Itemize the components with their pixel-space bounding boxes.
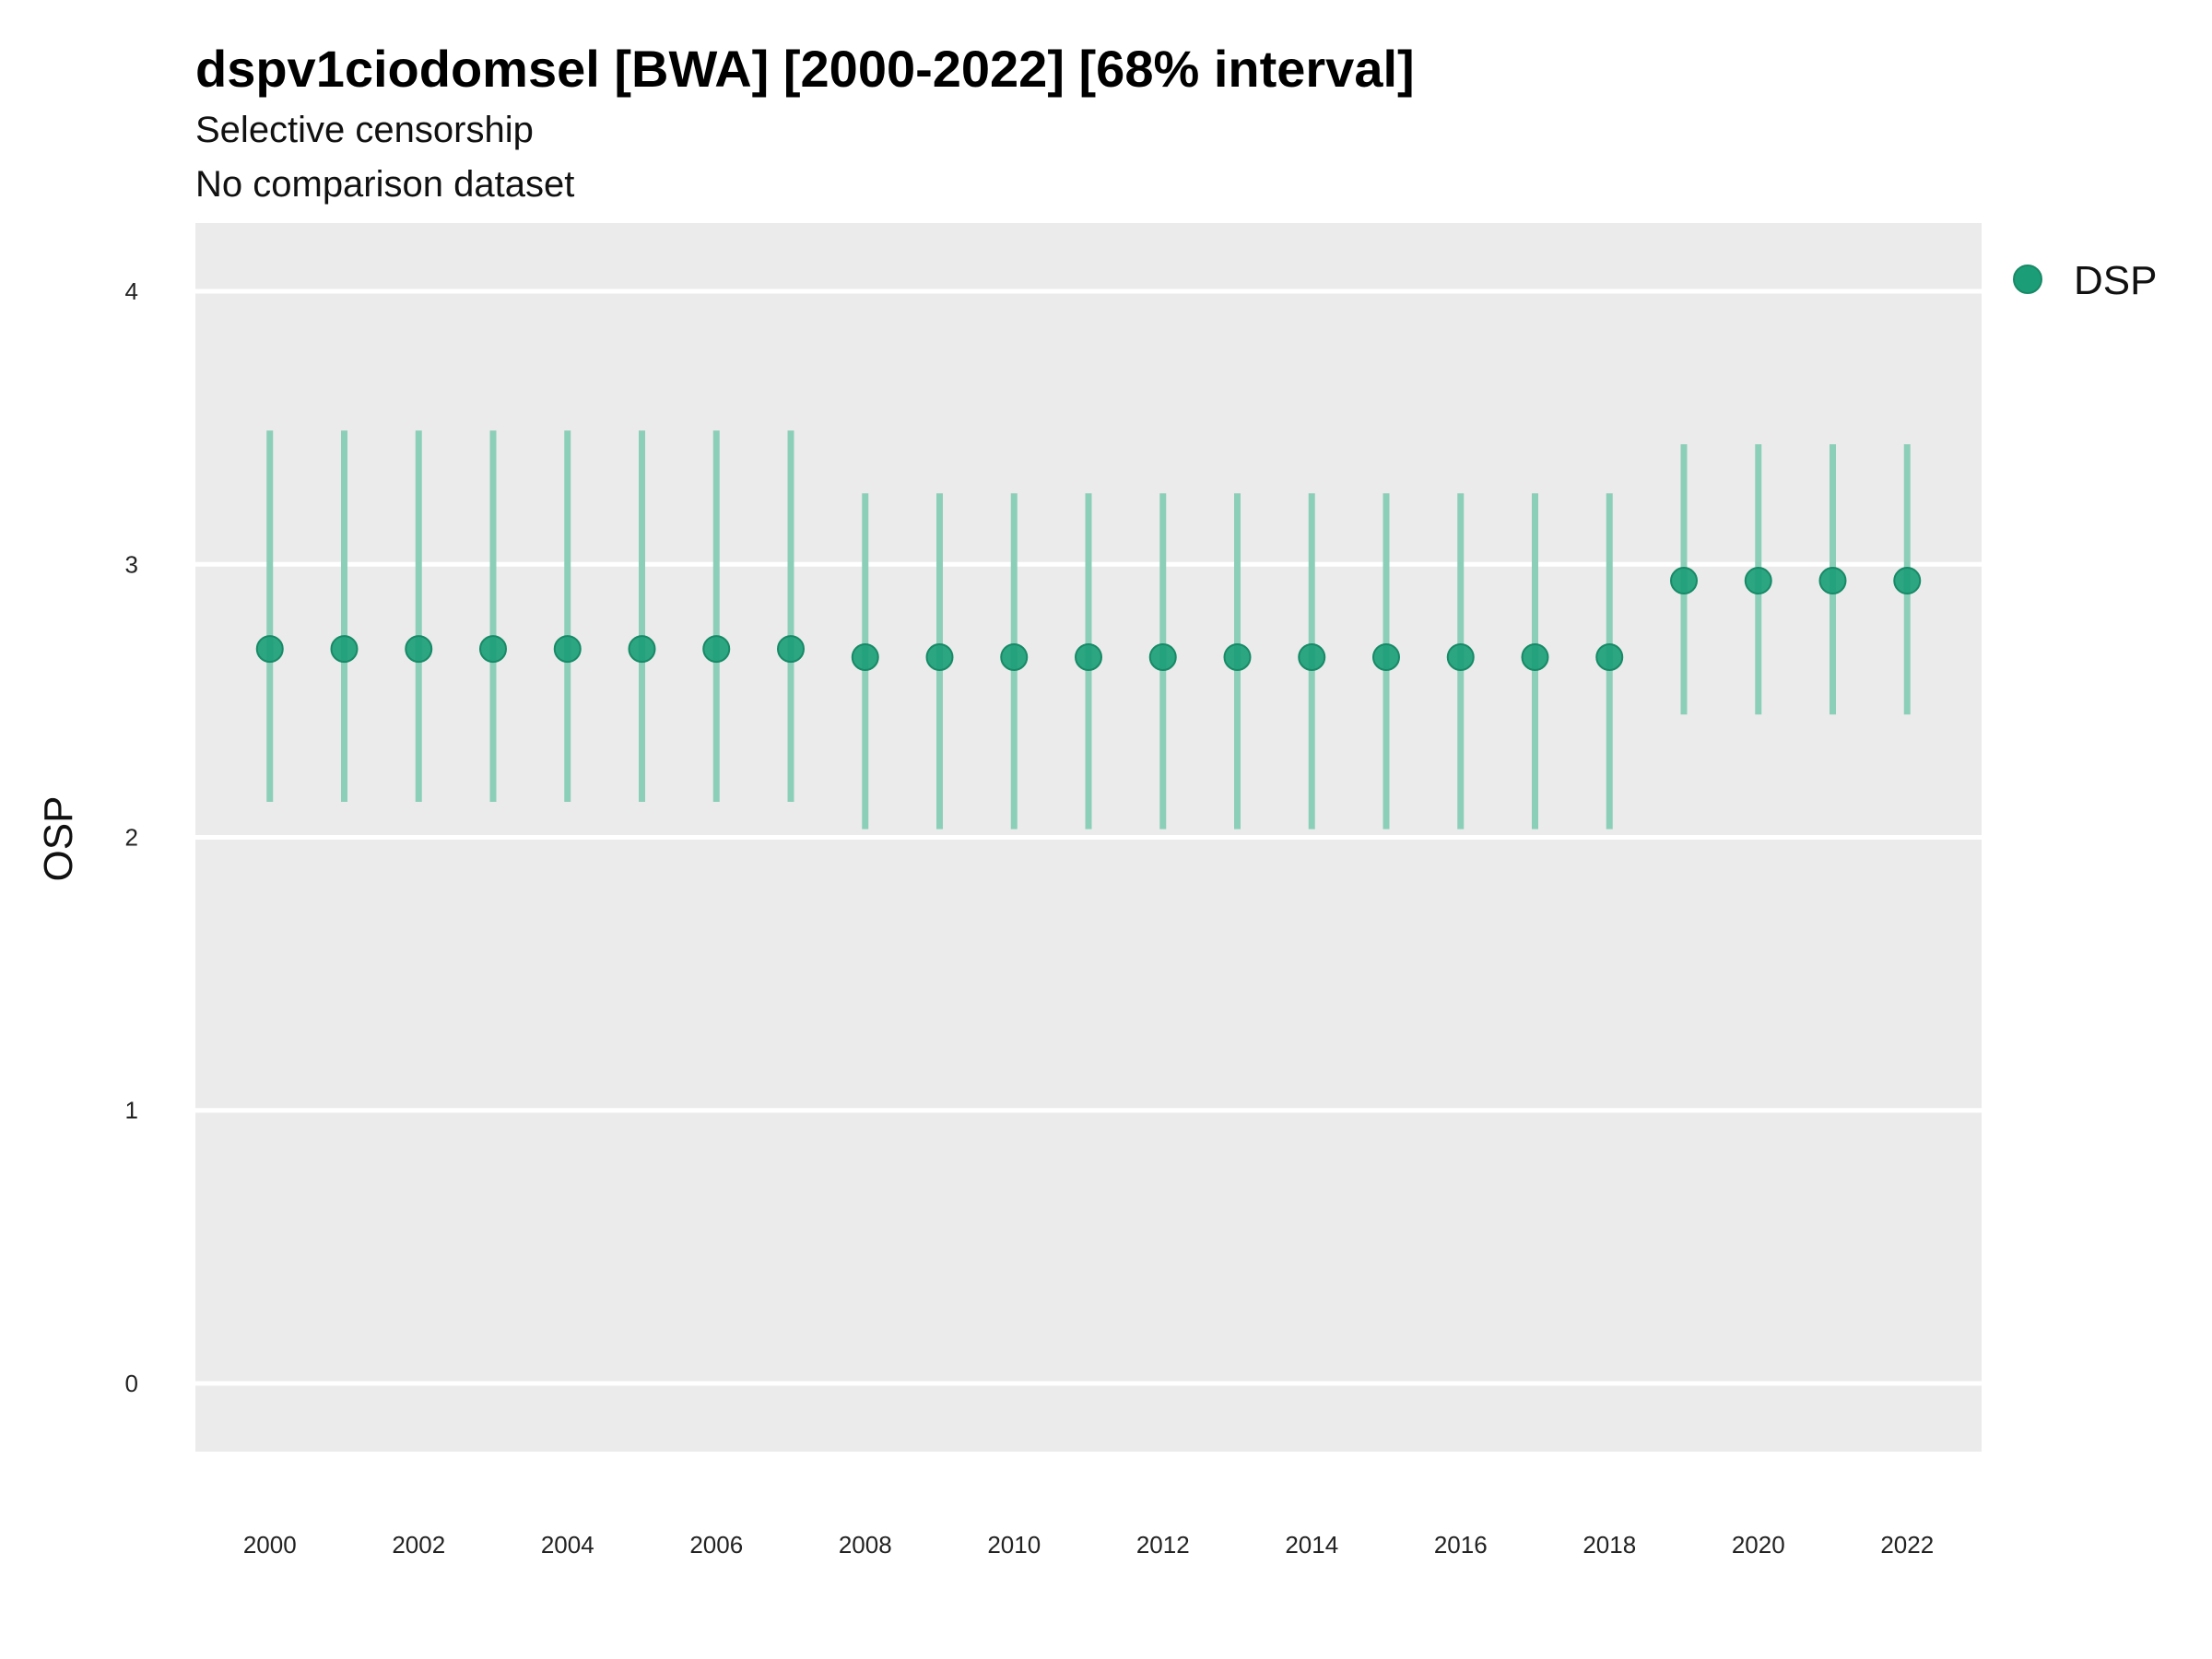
data-points (255, 567, 1922, 671)
data-point (1148, 642, 1177, 671)
data-point (925, 642, 954, 671)
data-point (1075, 642, 1102, 671)
x-tick-labels: 2000 2002 2004 2006 2008 2010 2012 2014 2016 2018… (243, 1531, 1934, 1559)
data-point (1372, 642, 1400, 671)
data-point (851, 642, 879, 671)
data-point (479, 635, 507, 664)
data-point (628, 635, 656, 664)
data-point (330, 635, 359, 664)
data-point (1744, 567, 1772, 595)
chart-subtitle: Selective censorship (195, 110, 534, 150)
data-point (255, 635, 284, 664)
x-tick-label: 2020 (1732, 1531, 1785, 1559)
x-tick-label: 2014 (1285, 1531, 1338, 1559)
data-point (702, 635, 731, 664)
legend: DSP (2013, 258, 2157, 303)
data-point (1595, 642, 1624, 671)
x-tick-label: 2008 (839, 1531, 892, 1559)
chart-title: dspv1ciodomsel [BWA] [2000-2022] [68% in… (195, 40, 1415, 98)
data-point (1298, 642, 1326, 671)
y-tick-label: 3 (125, 550, 138, 578)
data-point (1893, 567, 1922, 595)
data-point (777, 635, 805, 664)
legend-label-dsp: DSP (2074, 258, 2157, 303)
x-tick-label: 2022 (1880, 1531, 1934, 1559)
data-point (553, 635, 582, 664)
data-point (1521, 642, 1549, 671)
y-tick-label: 0 (125, 1370, 138, 1397)
x-tick-label: 2010 (987, 1531, 1041, 1559)
x-tick-label: 2012 (1136, 1531, 1190, 1559)
data-point (1223, 642, 1252, 671)
x-tick-label: 2004 (541, 1531, 594, 1559)
y-tick-label: 1 (125, 1097, 138, 1124)
data-point (1000, 642, 1029, 671)
x-tick-label: 2006 (689, 1531, 743, 1559)
y-tick-label: 2 (125, 824, 138, 852)
y-axis-label: OSP (36, 796, 81, 882)
y-tick-labels: 0 1 2 3 4 (125, 277, 138, 1397)
data-point (1818, 567, 1847, 595)
y-tick-label: 4 (125, 277, 138, 305)
legend-marker-dsp (2013, 265, 2042, 294)
x-tick-label: 2000 (243, 1531, 297, 1559)
x-tick-label: 2002 (392, 1531, 445, 1559)
data-point (405, 635, 433, 664)
data-point (1670, 567, 1698, 595)
data-point (1446, 642, 1475, 671)
x-tick-label: 2018 (1583, 1531, 1636, 1559)
chart-subtitle-2: No comparison dataset (195, 164, 574, 205)
x-tick-label: 2016 (1434, 1531, 1488, 1559)
